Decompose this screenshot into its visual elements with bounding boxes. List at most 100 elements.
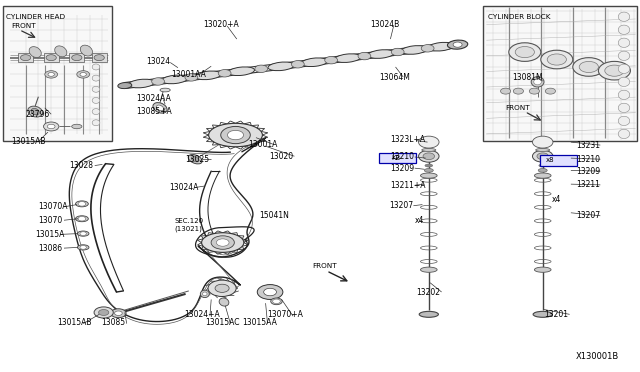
- Ellipse shape: [188, 154, 202, 164]
- Circle shape: [547, 54, 566, 65]
- Text: 13085: 13085: [101, 318, 125, 327]
- Circle shape: [421, 45, 434, 52]
- Ellipse shape: [77, 231, 89, 236]
- Text: SEC.120: SEC.120: [174, 218, 204, 224]
- Ellipse shape: [534, 173, 551, 178]
- Text: 13024+A: 13024+A: [184, 310, 220, 319]
- Ellipse shape: [208, 280, 236, 296]
- Text: 13202: 13202: [416, 288, 440, 296]
- Ellipse shape: [618, 129, 630, 138]
- Ellipse shape: [92, 97, 100, 103]
- Ellipse shape: [534, 79, 541, 85]
- Circle shape: [211, 236, 234, 249]
- Ellipse shape: [268, 62, 294, 71]
- Text: 13001AA: 13001AA: [172, 70, 206, 79]
- Bar: [540, 155, 577, 166]
- Ellipse shape: [161, 75, 188, 84]
- Circle shape: [255, 65, 268, 73]
- Text: 13015AA: 13015AA: [242, 318, 276, 327]
- Circle shape: [532, 150, 553, 162]
- Text: 13070: 13070: [38, 216, 63, 225]
- Circle shape: [94, 55, 104, 61]
- Ellipse shape: [28, 106, 43, 117]
- Circle shape: [529, 88, 540, 94]
- Ellipse shape: [76, 201, 88, 207]
- Circle shape: [500, 88, 511, 94]
- Ellipse shape: [368, 50, 394, 58]
- Circle shape: [291, 61, 304, 68]
- Ellipse shape: [209, 124, 262, 147]
- Text: 13015AB: 13015AB: [58, 318, 92, 327]
- Text: 13001A: 13001A: [248, 140, 278, 149]
- Text: 13015A: 13015A: [35, 230, 65, 239]
- Text: 13207: 13207: [389, 201, 413, 210]
- Ellipse shape: [191, 157, 199, 162]
- Circle shape: [605, 65, 624, 76]
- Circle shape: [515, 46, 534, 58]
- Text: 13024AA: 13024AA: [136, 94, 171, 103]
- Circle shape: [185, 74, 198, 81]
- Text: 13064M: 13064M: [380, 73, 410, 81]
- Ellipse shape: [618, 51, 630, 60]
- Text: FRONT: FRONT: [12, 23, 36, 29]
- Text: 13070A: 13070A: [38, 202, 68, 211]
- Text: 13081M: 13081M: [512, 73, 543, 82]
- Circle shape: [509, 43, 541, 61]
- Text: 13024B: 13024B: [370, 20, 399, 29]
- Ellipse shape: [153, 103, 167, 113]
- Circle shape: [72, 55, 82, 61]
- Ellipse shape: [29, 46, 42, 58]
- Circle shape: [152, 78, 164, 85]
- Text: 13015AC: 13015AC: [205, 318, 239, 327]
- Text: 13015AB: 13015AB: [12, 137, 46, 146]
- Ellipse shape: [618, 64, 630, 73]
- Circle shape: [111, 309, 126, 318]
- Text: 1323L+A: 1323L+A: [390, 135, 426, 144]
- Circle shape: [227, 130, 244, 140]
- Text: 13209: 13209: [576, 167, 600, 176]
- Ellipse shape: [420, 267, 437, 272]
- Text: 13211+A: 13211+A: [390, 181, 426, 190]
- Ellipse shape: [257, 285, 283, 299]
- Text: 13020: 13020: [269, 152, 293, 161]
- Circle shape: [45, 71, 58, 78]
- Ellipse shape: [618, 25, 630, 34]
- Text: FRONT: FRONT: [312, 263, 337, 269]
- Ellipse shape: [77, 245, 89, 250]
- Circle shape: [115, 311, 122, 315]
- Circle shape: [391, 48, 404, 56]
- Text: 13086: 13086: [38, 244, 63, 253]
- Text: x4: x4: [415, 216, 424, 225]
- Text: 13085+A: 13085+A: [136, 107, 172, 116]
- Ellipse shape: [156, 105, 164, 111]
- Text: KB: KB: [392, 155, 401, 161]
- Circle shape: [579, 61, 598, 73]
- Circle shape: [20, 55, 31, 61]
- Ellipse shape: [219, 298, 229, 306]
- Ellipse shape: [539, 164, 547, 167]
- Ellipse shape: [401, 46, 428, 54]
- Circle shape: [77, 71, 90, 78]
- Circle shape: [80, 232, 86, 235]
- Circle shape: [264, 288, 276, 296]
- Circle shape: [545, 88, 556, 94]
- Text: 13231: 13231: [576, 141, 600, 150]
- Ellipse shape: [618, 103, 630, 112]
- Ellipse shape: [92, 75, 100, 81]
- Ellipse shape: [335, 54, 361, 62]
- Text: 23796: 23796: [26, 110, 50, 119]
- Ellipse shape: [92, 120, 100, 126]
- Text: CYLINDER HEAD: CYLINDER HEAD: [6, 14, 65, 20]
- Text: 15041N: 15041N: [259, 211, 289, 219]
- Ellipse shape: [76, 216, 88, 222]
- Circle shape: [215, 284, 229, 292]
- Ellipse shape: [118, 83, 132, 89]
- Circle shape: [99, 310, 109, 315]
- Bar: [3, 6, 112, 141]
- Ellipse shape: [533, 311, 552, 317]
- Text: CYLINDER BLOCK: CYLINDER BLOCK: [488, 14, 551, 20]
- Circle shape: [453, 42, 462, 47]
- Ellipse shape: [618, 77, 630, 86]
- Ellipse shape: [531, 77, 544, 87]
- Circle shape: [44, 122, 59, 131]
